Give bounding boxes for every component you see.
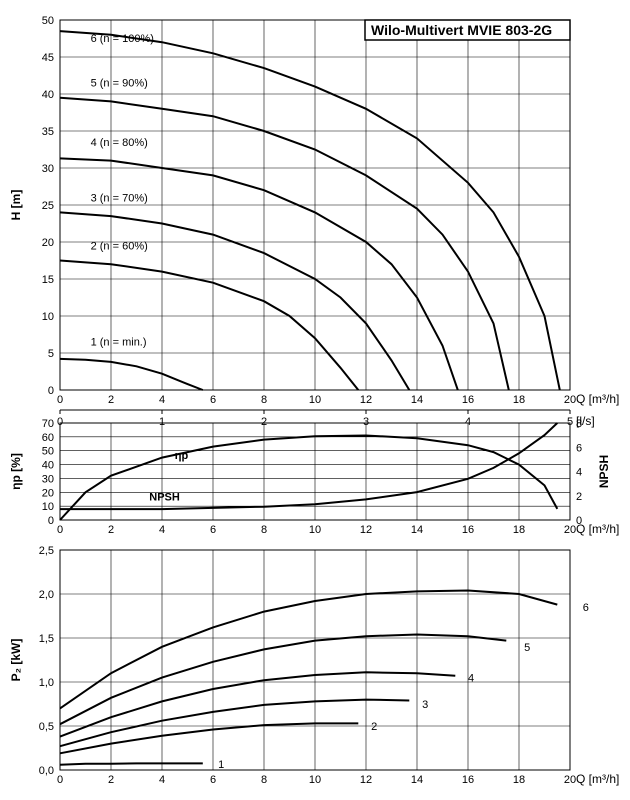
svg-text:10: 10 (309, 524, 321, 536)
svg-text:0: 0 (48, 515, 54, 527)
svg-text:14: 14 (411, 524, 423, 536)
svg-text:20: 20 (564, 774, 576, 786)
svg-text:40: 40 (42, 460, 54, 472)
h-curve-label-6: 6 (n = 100%) (91, 33, 154, 45)
p2-curve-label-3: 3 (422, 699, 428, 711)
svg-text:5: 5 (48, 348, 54, 360)
svg-text:10: 10 (42, 501, 54, 513)
svg-text:10: 10 (42, 311, 54, 323)
svg-text:10: 10 (309, 774, 321, 786)
svg-text:40: 40 (42, 89, 54, 101)
svg-text:8: 8 (261, 394, 267, 406)
svg-text:ηp [%]: ηp [%] (9, 453, 23, 490)
svg-text:18: 18 (513, 774, 525, 786)
svg-text:2: 2 (108, 394, 114, 406)
svg-text:14: 14 (411, 774, 423, 786)
svg-text:2,0: 2,0 (39, 589, 54, 601)
ηp-label: ηp (175, 450, 189, 462)
svg-text:2: 2 (108, 774, 114, 786)
svg-text:20: 20 (564, 394, 576, 406)
svg-text:P₂ [kW]: P₂ [kW] (9, 639, 23, 682)
svg-text:Q [m³/h]: Q [m³/h] (576, 772, 619, 786)
svg-text:30: 30 (42, 163, 54, 175)
svg-text:8: 8 (261, 524, 267, 536)
p2-curve-label-1: 1 (218, 759, 224, 771)
svg-text:4: 4 (159, 394, 165, 406)
svg-text:6: 6 (210, 774, 216, 786)
svg-text:1,5: 1,5 (39, 633, 54, 645)
h-curve-label-2: 2 (n = 60%) (91, 240, 148, 252)
p2-curve-1 (60, 763, 203, 764)
svg-text:0: 0 (57, 394, 63, 406)
svg-text:14: 14 (411, 394, 423, 406)
svg-text:Q [m³/h]: Q [m³/h] (576, 522, 619, 536)
svg-text:12: 12 (360, 394, 372, 406)
h-curve-3 (60, 212, 409, 390)
svg-text:NPSH: NPSH (597, 455, 611, 488)
svg-text:4: 4 (159, 524, 165, 536)
svg-text:18: 18 (513, 394, 525, 406)
svg-text:0: 0 (57, 774, 63, 786)
p2-curve-5 (60, 635, 506, 725)
svg-text:15: 15 (42, 274, 54, 286)
svg-text:6: 6 (210, 524, 216, 536)
svg-text:70: 70 (42, 418, 54, 430)
p2-curve-2 (60, 723, 358, 753)
svg-text:12: 12 (360, 524, 372, 536)
svg-text:2,5: 2,5 (39, 545, 54, 557)
svg-text:30: 30 (42, 473, 54, 485)
svg-text:45: 45 (42, 52, 54, 64)
svg-text:4: 4 (159, 774, 165, 786)
svg-text:50: 50 (42, 15, 54, 27)
h-curve-1 (60, 359, 203, 390)
svg-text:20: 20 (42, 237, 54, 249)
p2-curve-label-2: 2 (371, 721, 377, 733)
chart-title: Wilo-Multivert MVIE 803-2G (371, 22, 552, 38)
svg-text:6: 6 (576, 442, 582, 454)
svg-text:8: 8 (261, 774, 267, 786)
h-curve-2 (60, 261, 358, 391)
svg-text:10: 10 (309, 394, 321, 406)
p2-curve-6 (60, 591, 557, 709)
svg-text:6: 6 (210, 394, 216, 406)
svg-text:50: 50 (42, 446, 54, 458)
svg-text:20: 20 (564, 524, 576, 536)
npsh-label: NPSH (149, 492, 180, 504)
svg-text:60: 60 (42, 432, 54, 444)
svg-text:35: 35 (42, 126, 54, 138)
svg-text:0,5: 0,5 (39, 721, 54, 733)
h-curve-label-1: 1 (n = min.) (91, 337, 147, 349)
svg-text:0,0: 0,0 (39, 765, 54, 777)
svg-text:16: 16 (462, 524, 474, 536)
svg-text:4: 4 (576, 467, 582, 479)
svg-text:16: 16 (462, 774, 474, 786)
h-curve-label-3: 3 (n = 70%) (91, 192, 148, 204)
svg-text:1,0: 1,0 (39, 677, 54, 689)
svg-text:0: 0 (57, 524, 63, 536)
svg-text:18: 18 (513, 524, 525, 536)
svg-text:0: 0 (48, 385, 54, 397)
ηp-curve (60, 436, 557, 521)
svg-text:2: 2 (108, 524, 114, 536)
svg-text:16: 16 (462, 394, 474, 406)
h-curve-label-4: 4 (n = 80%) (91, 137, 148, 149)
svg-text:Q [m³/h]: Q [m³/h] (576, 392, 619, 406)
h-curve-label-5: 5 (n = 90%) (91, 78, 148, 90)
svg-text:2: 2 (576, 491, 582, 503)
p2-curve-label-5: 5 (524, 642, 530, 654)
svg-text:H [m]: H [m] (9, 190, 23, 221)
pump-curve-chart: 0510152025303540455002468101214161820Q [… (0, 0, 630, 800)
p2-curve-label-6: 6 (583, 602, 589, 614)
svg-text:20: 20 (42, 487, 54, 499)
p2-curve-label-4: 4 (468, 673, 474, 685)
svg-text:8: 8 (576, 418, 582, 430)
svg-text:12: 12 (360, 774, 372, 786)
svg-text:25: 25 (42, 200, 54, 212)
